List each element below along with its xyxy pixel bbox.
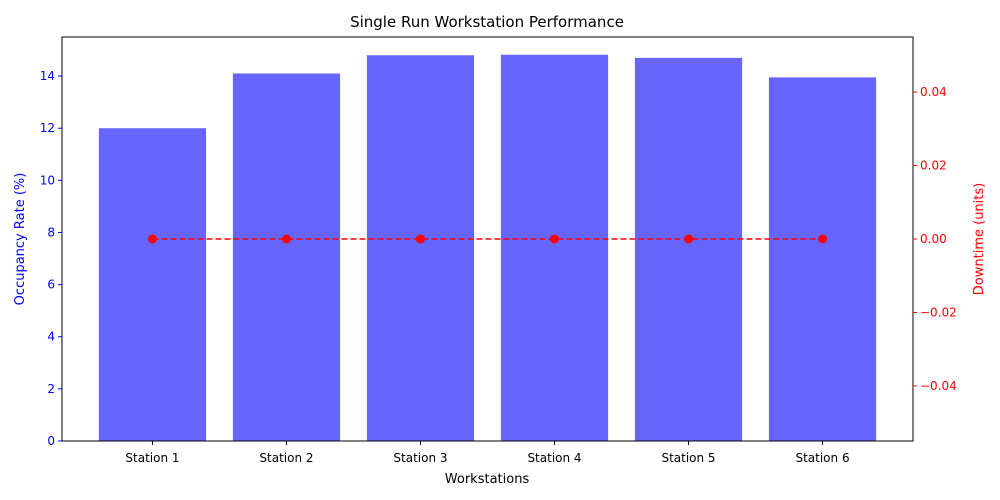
x-tick-label: Station 2 xyxy=(259,451,313,465)
y2-tick-label: 0.00 xyxy=(920,232,947,246)
x-tick-label: Station 4 xyxy=(527,451,581,465)
downtime-point-1 xyxy=(147,234,157,244)
y-tick-label: 10 xyxy=(40,173,55,187)
y-tick-label: 6 xyxy=(47,278,55,292)
bar-6 xyxy=(768,77,877,442)
chart-title: Single Run Workstation Performance xyxy=(350,13,624,31)
bar-3 xyxy=(366,55,475,441)
y-tick-label: 8 xyxy=(47,225,55,239)
downtime-point-6 xyxy=(818,234,828,244)
downtime-point-4 xyxy=(550,234,560,244)
y-tick-label: 0 xyxy=(47,434,55,448)
bar-1 xyxy=(98,128,207,441)
y-tick-label: 4 xyxy=(47,330,55,344)
x-tick-label: Station 1 xyxy=(125,451,179,465)
x-axis-label: Workstations xyxy=(445,472,530,487)
y-axis-label: Occupancy Rate (%) xyxy=(13,173,28,306)
bar-5 xyxy=(634,57,743,441)
y-tick-label: 12 xyxy=(40,121,55,135)
y-tick-label: 14 xyxy=(40,69,55,83)
downtime-point-3 xyxy=(415,234,425,244)
bar-4 xyxy=(500,54,609,441)
y2-tick-label: −0.04 xyxy=(920,379,957,393)
y2-tick-label: −0.02 xyxy=(920,305,957,319)
y2-tick-label: 0.04 xyxy=(920,85,947,99)
x-tick-label: Station 3 xyxy=(393,451,447,465)
y2-axis-label: Downtime (units) xyxy=(972,183,987,295)
bar-2 xyxy=(232,73,341,441)
downtime-point-5 xyxy=(684,234,694,244)
x-tick-label: Station 6 xyxy=(795,451,849,465)
plot-area: 0 2 4 6 8 10 12 14 −0.04 −0.02 0.00 0.02 0.04 Station… xyxy=(40,36,957,465)
x-tick-label: Station 5 xyxy=(661,451,715,465)
y2-tick-label: 0.02 xyxy=(920,159,947,173)
y-tick-label: 2 xyxy=(47,382,55,396)
downtime-point-2 xyxy=(281,234,291,244)
